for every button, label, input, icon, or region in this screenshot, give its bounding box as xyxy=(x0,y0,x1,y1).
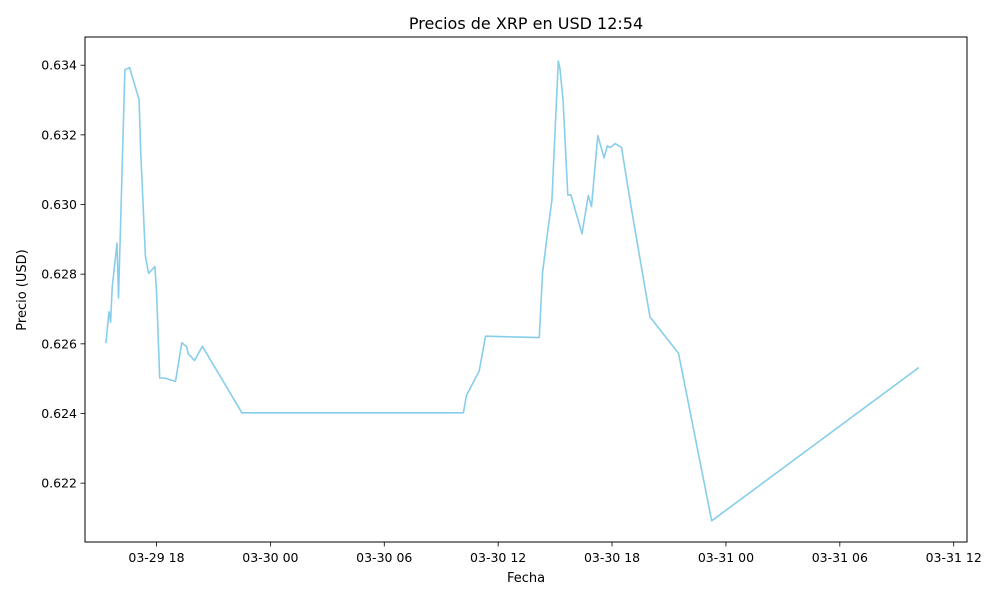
x-axis: 03-29 18 03-30 00 03-30 06 03-30 12 03-30 18… xyxy=(128,542,982,565)
x-tick-label: 03-31 06 xyxy=(812,550,868,565)
x-axis-label: Fecha xyxy=(507,571,545,586)
y-tick-label: 0.626 xyxy=(41,336,77,351)
price-series-line xyxy=(105,60,920,522)
y-tick-label: 0.630 xyxy=(41,197,77,212)
plot-area xyxy=(84,36,968,543)
x-tick-label: 03-30 00 xyxy=(242,550,298,565)
y-tick-label: 0.628 xyxy=(41,267,77,282)
x-tick-label: 03-30 12 xyxy=(470,550,526,565)
x-tick-label: 03-29 18 xyxy=(128,550,184,565)
series-layer xyxy=(105,60,920,522)
chart-title: Precios de XRP en USD 12:54 xyxy=(409,14,643,33)
x-tick-label: 03-30 06 xyxy=(356,550,412,565)
y-tick-label: 0.622 xyxy=(41,476,77,491)
x-tick-label: 03-30 18 xyxy=(584,550,640,565)
y-tick-label: 0.634 xyxy=(41,58,77,73)
y-tick-label: 0.632 xyxy=(41,127,77,142)
x-tick-label: 03-31 00 xyxy=(698,550,754,565)
y-axis: 0.622 0.624 0.626 0.628 0.630 0.632 0.634 xyxy=(41,58,85,491)
y-tick-label: 0.624 xyxy=(41,406,77,421)
y-axis-label: Precio (USD) xyxy=(15,249,30,330)
x-tick-label: 03-31 12 xyxy=(926,550,982,565)
